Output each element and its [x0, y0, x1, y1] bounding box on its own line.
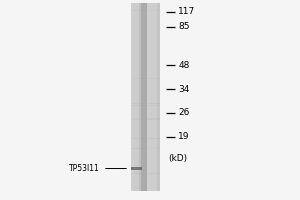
Text: 85: 85	[178, 22, 190, 31]
Bar	[147, 173, 160, 174]
Bar	[130, 119, 142, 120]
Bar	[147, 3, 160, 191]
Bar	[130, 3, 142, 191]
Bar	[147, 118, 160, 119]
Bar	[130, 148, 142, 149]
Bar	[147, 105, 160, 106]
Bar	[130, 103, 142, 104]
Bar	[150, 3, 157, 191]
Bar	[142, 3, 147, 191]
Bar	[147, 3, 150, 191]
Text: TP53I11: TP53I11	[68, 164, 99, 173]
Bar	[147, 10, 160, 11]
Text: 117: 117	[178, 7, 196, 16]
Bar	[130, 10, 142, 11]
Bar	[131, 167, 142, 170]
Bar	[130, 138, 142, 139]
Bar	[130, 173, 142, 174]
Bar	[130, 118, 142, 119]
Bar	[130, 105, 142, 106]
Text: 26: 26	[178, 108, 190, 117]
Bar	[147, 138, 160, 139]
Bar	[141, 3, 142, 191]
Text: 48: 48	[178, 61, 190, 70]
Text: (kD): (kD)	[168, 154, 187, 163]
Bar	[147, 119, 160, 120]
Bar	[133, 168, 139, 170]
Bar	[130, 3, 134, 191]
Bar	[134, 3, 139, 191]
Text: 19: 19	[178, 132, 190, 141]
Bar	[130, 78, 142, 79]
Bar	[147, 103, 160, 104]
Bar	[147, 78, 160, 79]
Text: 34: 34	[178, 85, 190, 94]
Bar	[147, 148, 160, 149]
